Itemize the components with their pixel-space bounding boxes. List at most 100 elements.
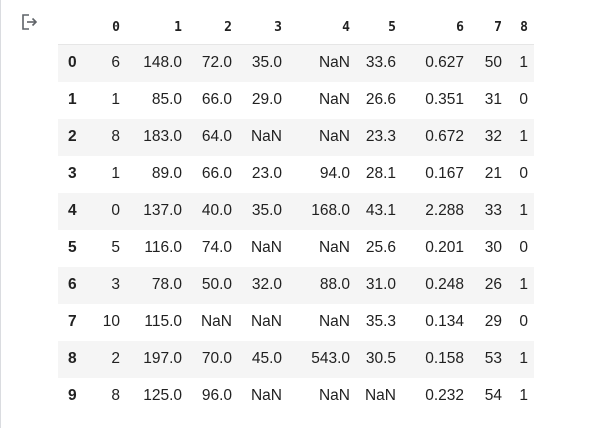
table-cell: 0.351 bbox=[425, 91, 464, 108]
table-cell: 0 bbox=[111, 202, 120, 219]
table-cell: 31 bbox=[484, 91, 502, 108]
table-row: 7 10 115.0 NaN NaN NaN 35.3 0.134 29 0 bbox=[58, 303, 534, 341]
table-cell: NaN bbox=[318, 91, 350, 108]
table-cell: 8 bbox=[111, 128, 120, 145]
table-cell: 0 bbox=[519, 313, 528, 330]
table-cell: 70.0 bbox=[201, 350, 232, 367]
table-cell: NaN bbox=[250, 313, 282, 330]
table-cell: 43.1 bbox=[365, 202, 396, 219]
table-cell: 30 bbox=[484, 239, 502, 256]
table-cell: 64.0 bbox=[201, 128, 232, 145]
table-cell: 29 bbox=[484, 313, 502, 330]
table-cell: 32.0 bbox=[251, 276, 282, 293]
table-cell: 183.0 bbox=[143, 128, 182, 145]
table-cell: 23.0 bbox=[251, 165, 282, 182]
row-index: 2 bbox=[68, 128, 77, 145]
table-cell: 35.3 bbox=[365, 313, 396, 330]
table-cell: 1 bbox=[519, 202, 528, 219]
table-cell: 31.0 bbox=[365, 276, 396, 293]
table-cell: 0.627 bbox=[425, 54, 464, 72]
table-cell: 74.0 bbox=[201, 239, 232, 256]
column-header: 3 bbox=[238, 10, 288, 45]
table-cell: 35.0 bbox=[251, 54, 282, 72]
table-cell: 33.6 bbox=[365, 54, 396, 72]
table-row: 8 2 197.0 70.0 45.0 543.0 30.5 0.158 53 1 bbox=[58, 340, 534, 378]
column-header: 5 bbox=[356, 10, 402, 45]
table-cell: 66.0 bbox=[201, 91, 232, 108]
table-row: 1 1 85.0 66.0 29.0 NaN 26.6 0.351 31 0 bbox=[58, 81, 534, 119]
output-redirect-icon[interactable] bbox=[20, 12, 40, 32]
table-cell: 0.134 bbox=[425, 313, 464, 330]
table-cell: NaN bbox=[318, 387, 350, 404]
table-cell: 33 bbox=[484, 202, 502, 219]
table-cell: 32 bbox=[484, 128, 502, 145]
table-cell: 115.0 bbox=[144, 313, 182, 330]
table-row: 0 6 148.0 72.0 35.0 NaN 33.6 0.627 50 1 bbox=[58, 44, 534, 82]
table-cell: 2.288 bbox=[425, 202, 464, 219]
table-cell: NaN bbox=[200, 313, 232, 330]
table-cell: 0.201 bbox=[425, 239, 464, 256]
table-cell: 50.0 bbox=[201, 276, 232, 293]
table-cell: 125.0 bbox=[143, 387, 182, 404]
row-index: 5 bbox=[68, 239, 77, 256]
table-row: 3 1 89.0 66.0 23.0 94.0 28.1 0.167 21 0 bbox=[58, 155, 534, 193]
table-cell: 89.0 bbox=[151, 165, 182, 182]
table-cell: 0 bbox=[519, 239, 528, 256]
table-cell: 8 bbox=[111, 387, 120, 404]
row-index: 7 bbox=[68, 313, 77, 330]
table-cell: 2 bbox=[111, 350, 120, 367]
table-cell: 50 bbox=[484, 54, 502, 72]
table-cell: 94.0 bbox=[319, 165, 350, 182]
table-row: 4 0 137.0 40.0 35.0 168.0 43.1 2.288 33 1 bbox=[58, 192, 534, 230]
table-cell: 0.672 bbox=[425, 128, 464, 145]
table-cell: NaN bbox=[318, 313, 350, 330]
table-cell: 116.0 bbox=[144, 239, 182, 256]
table-cell: 1 bbox=[519, 387, 528, 404]
table-cell: 1 bbox=[519, 350, 528, 367]
table-cell: 45.0 bbox=[251, 350, 282, 367]
table-cell: 5 bbox=[111, 239, 120, 256]
column-header: 8 bbox=[508, 10, 534, 45]
table-cell: 30.5 bbox=[365, 350, 396, 367]
column-header: 1 bbox=[126, 10, 188, 45]
table-cell: 66.0 bbox=[201, 165, 232, 182]
output-gutter-border bbox=[0, 0, 1, 428]
table-row: 9 8 125.0 96.0 NaN NaN NaN 0.232 54 1 bbox=[58, 377, 534, 415]
table-cell: 26 bbox=[484, 276, 502, 293]
table-cell: NaN bbox=[250, 239, 282, 256]
column-header: 6 bbox=[402, 10, 470, 45]
table-cell: 10 bbox=[102, 313, 120, 330]
table-cell: 0.232 bbox=[425, 387, 464, 404]
table-cell: 21 bbox=[484, 165, 502, 182]
column-header: 4 bbox=[288, 10, 356, 45]
row-index: 6 bbox=[68, 276, 77, 293]
column-header: 7 bbox=[470, 10, 508, 45]
table-cell: 168.0 bbox=[311, 202, 350, 219]
table-cell: NaN bbox=[250, 128, 282, 145]
table-cell: 0.167 bbox=[425, 165, 464, 182]
table-cell: 1 bbox=[111, 165, 120, 182]
table-cell: 35.0 bbox=[251, 202, 282, 219]
table-cell: 53 bbox=[484, 350, 502, 367]
table-cell: NaN bbox=[318, 128, 350, 145]
table-cell: 0.158 bbox=[425, 350, 464, 367]
table-cell: 26.6 bbox=[365, 91, 396, 108]
table-cell: 0 bbox=[519, 91, 528, 108]
table-cell: 137.0 bbox=[143, 202, 182, 219]
table-cell: 197.0 bbox=[143, 350, 182, 367]
table-cell: NaN bbox=[250, 387, 282, 404]
table-cell: 148.0 bbox=[143, 54, 182, 72]
table-row: 6 3 78.0 50.0 32.0 88.0 31.0 0.248 26 1 bbox=[58, 266, 534, 304]
row-index: 3 bbox=[68, 165, 77, 182]
table-row: 2 8 183.0 64.0 NaN NaN 23.3 0.672 32 1 bbox=[58, 118, 534, 156]
row-index: 8 bbox=[68, 350, 77, 367]
table-cell: 96.0 bbox=[201, 387, 232, 404]
table-cell: 78.0 bbox=[151, 276, 182, 293]
column-header: 2 bbox=[188, 10, 238, 45]
table-cell: 6 bbox=[111, 54, 120, 72]
table-cell: 3 bbox=[111, 276, 120, 293]
table-cell: 23.3 bbox=[365, 128, 396, 145]
